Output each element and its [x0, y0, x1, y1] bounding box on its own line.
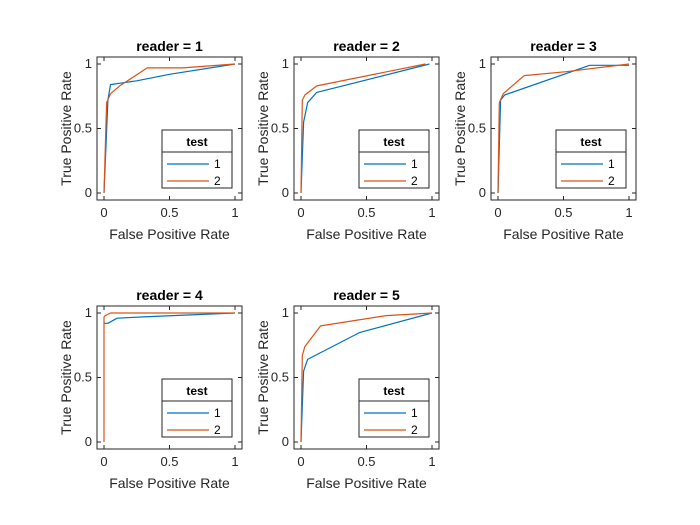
legend-title: test	[383, 135, 404, 149]
legend-entry-1: 1	[411, 157, 418, 171]
subplot-1: 0 0.5 1 0 0.5 1 reader = 1 False Positive Rate T…	[58, 38, 243, 242]
y-axis-label: True Positive Rate	[452, 71, 468, 186]
y-tick-label: 0	[282, 434, 289, 449]
series-line-2	[300, 63, 426, 194]
y-tick-label: 1	[479, 56, 486, 71]
series-line-1	[104, 312, 236, 324]
series-line-2	[497, 63, 630, 194]
y-tick-label: 0.5	[468, 121, 486, 136]
series-line-1	[300, 63, 430, 194]
x-tick-label: 1	[428, 205, 435, 220]
y-axis-label: True Positive Rate	[255, 320, 271, 435]
legend-box	[358, 129, 430, 189]
x-axis-label: False Positive Rate	[109, 475, 230, 491]
x-tick-label: 0.5	[357, 454, 375, 469]
legend-entry-1: 1	[214, 406, 221, 420]
subplot-title: reader = 4	[136, 287, 203, 303]
series-line-2	[103, 312, 235, 442]
legend-title: test	[186, 384, 207, 398]
legend-title: test	[186, 135, 207, 149]
y-tick-label: 0	[85, 434, 92, 449]
x-tick-label: 1	[231, 205, 238, 220]
subplot-title: reader = 3	[530, 38, 597, 54]
legend-entry-2: 2	[411, 423, 418, 437]
y-tick-label: 1	[282, 305, 289, 320]
legend: test 1 2	[358, 129, 430, 189]
x-tick-label: 1	[428, 454, 435, 469]
x-tick-label: 0	[100, 454, 107, 469]
x-axis-label: False Positive Rate	[109, 226, 230, 242]
subplot-5: 0 0.5 1 0 0.5 1 reader = 5 False Positive Rate T…	[255, 287, 440, 491]
x-tick-label: 0.5	[357, 205, 375, 220]
y-tick-label: 1	[85, 305, 92, 320]
y-tick-label: 0	[85, 185, 92, 200]
x-tick-label: 0.5	[160, 205, 178, 220]
y-tick-label: 0.5	[271, 121, 289, 136]
y-axis-label: True Positive Rate	[255, 71, 271, 186]
legend-entry-2: 2	[411, 174, 418, 188]
y-tick-label: 0	[479, 185, 486, 200]
legend-entry-2: 2	[214, 174, 221, 188]
x-axis-label: False Positive Rate	[306, 475, 427, 491]
subplot-2: 0 0.5 1 0 0.5 1 reader = 2 False Positive Rate T…	[255, 38, 440, 242]
x-tick-label: 0	[297, 454, 304, 469]
subplot-3: 0 0.5 1 0 0.5 1 reader = 3 False Positive Rate T…	[452, 38, 637, 242]
legend-title: test	[580, 135, 601, 149]
y-tick-label: 0	[282, 185, 289, 200]
y-tick-label: 0.5	[74, 370, 92, 385]
legend: test 1 2	[555, 129, 627, 189]
legend-entry-2: 2	[608, 174, 615, 188]
y-tick-label: 1	[282, 56, 289, 71]
series-line-1	[300, 312, 433, 443]
legend-entry-1: 1	[411, 406, 418, 420]
subplot-title: reader = 1	[136, 38, 203, 54]
legend-entry-1: 1	[608, 157, 615, 171]
subplot-4: 0 0.5 1 0 0.5 1 reader = 4 False Positive Rate T…	[58, 287, 243, 491]
legend-box	[161, 378, 233, 438]
y-axis-label: True Positive Rate	[58, 71, 74, 186]
legend: test 1 2	[161, 378, 233, 438]
legend-box	[358, 378, 430, 438]
y-tick-label: 0.5	[74, 121, 92, 136]
subplot-title: reader = 2	[333, 38, 400, 54]
y-tick-label: 1	[85, 56, 92, 71]
legend: test 1 2	[358, 378, 430, 438]
y-axis-label: True Positive Rate	[58, 320, 74, 435]
x-tick-label: 0	[297, 205, 304, 220]
legend-title: test	[383, 384, 404, 398]
subplot-title: reader = 5	[333, 287, 400, 303]
series-line-2	[103, 63, 236, 194]
x-tick-label: 0	[494, 205, 501, 220]
legend-entry-1: 1	[214, 157, 221, 171]
legend-box	[161, 129, 233, 189]
x-axis-label: False Positive Rate	[306, 226, 427, 242]
series-line-2	[300, 312, 433, 443]
legend-box	[555, 129, 627, 189]
series-line-1	[497, 64, 629, 194]
x-axis-label: False Positive Rate	[503, 226, 624, 242]
x-tick-label: 0	[100, 205, 107, 220]
x-tick-label: 0.5	[160, 454, 178, 469]
x-tick-label: 0.5	[554, 205, 572, 220]
legend: test 1 2	[161, 129, 233, 189]
y-tick-label: 0.5	[271, 370, 289, 385]
x-tick-label: 1	[625, 205, 632, 220]
legend-entry-2: 2	[214, 423, 221, 437]
x-tick-label: 1	[231, 454, 238, 469]
